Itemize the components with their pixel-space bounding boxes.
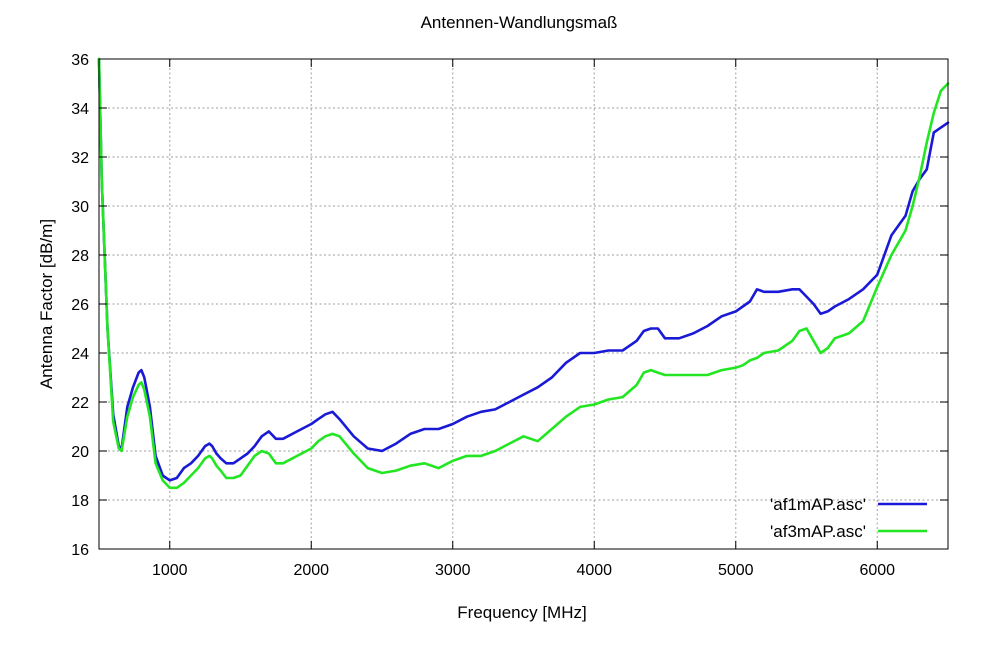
legend-label-1: 'af1mAP.asc' (770, 495, 866, 514)
y-tick-label-4: 24 (71, 346, 89, 363)
x-tick-label-4: 5000 (718, 562, 754, 579)
x-axis-label: Frequency [MHz] (457, 603, 586, 622)
series-line-2 (97, 57, 950, 490)
ticks: 1000 2000 3000 4000 5000 6000 16 18 20 22 24 26 28 30… (71, 52, 948, 579)
y-tick-label-7: 30 (71, 199, 89, 216)
x-tick-label-1: 2000 (293, 562, 329, 579)
x-tick-label-0: 1000 (152, 562, 188, 579)
grid (99, 59, 948, 549)
chart-title: Antennen-Wandlungsmaß (421, 13, 618, 32)
legend: 'af1mAP.asc' 'af3mAP.asc' (770, 495, 927, 541)
series-line-1 (97, 57, 950, 482)
x-tick-label-3: 4000 (576, 562, 612, 579)
y-tick-label-6: 28 (71, 248, 89, 265)
y-tick-label-5: 26 (71, 297, 89, 314)
y-tick-label-0: 16 (71, 542, 89, 559)
y-tick-label-8: 32 (71, 150, 89, 167)
y-tick-label-9: 34 (71, 101, 89, 118)
x-tick-label-2: 3000 (435, 562, 471, 579)
y-tick-label-10: 36 (71, 52, 89, 69)
series-layer (97, 57, 950, 490)
y-tick-label-2: 20 (71, 444, 89, 461)
y-axis-label: Antenna Factor [dB/m] (37, 219, 56, 389)
x-tick-label-5: 6000 (859, 562, 895, 579)
y-tick-label-3: 22 (71, 395, 89, 412)
legend-label-2: 'af3mAP.asc' (770, 522, 866, 541)
y-tick-label-1: 18 (71, 493, 89, 510)
